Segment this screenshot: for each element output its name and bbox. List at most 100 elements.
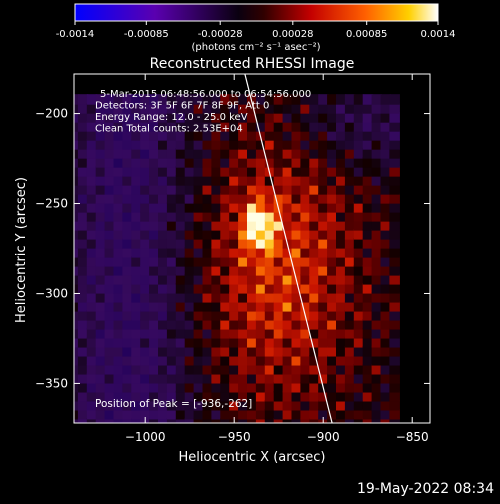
heatmap-cell <box>371 346 383 357</box>
heatmap-cell <box>282 94 294 105</box>
heatmap-cell <box>184 364 196 375</box>
heatmap-cell <box>193 319 205 330</box>
heatmap-cell <box>380 157 391 168</box>
heatmap-cell <box>389 400 400 411</box>
heatmap-cell <box>300 139 311 150</box>
heatmap-cell <box>336 265 347 276</box>
heatmap-cell <box>247 130 258 141</box>
heatmap-cell <box>86 184 98 195</box>
heatmap-cell <box>238 247 249 258</box>
heatmap-cell <box>318 103 329 114</box>
heatmap-cell <box>238 283 249 294</box>
heatmap-cell <box>371 103 383 114</box>
heatmap-cell <box>184 193 196 204</box>
heatmap-cell <box>158 301 169 312</box>
heatmap-cell <box>86 328 98 339</box>
heatmap-cell <box>74 103 80 114</box>
heatmap-cell <box>318 355 329 366</box>
heatmap-cell <box>327 112 338 123</box>
heatmap-cell <box>104 310 116 321</box>
timestamp-footer: 19-May-2022 08:34 <box>356 481 494 497</box>
heatmap-cell <box>193 193 205 204</box>
heatmap-cell <box>220 157 231 168</box>
heatmap-cell <box>300 373 311 384</box>
heatmap-cell <box>175 238 187 249</box>
heatmap-cell <box>175 373 187 384</box>
heatmap-cell <box>113 157 124 168</box>
heatmap-cell <box>327 238 338 249</box>
heatmap-cell <box>211 292 222 303</box>
heatmap-cell <box>291 166 302 177</box>
heatmap-cell <box>344 328 356 339</box>
heatmap-cell <box>380 103 391 114</box>
colorbar: -0.0014 -0.00085 -0.00028 0.00028 0.00085 0.0… <box>56 3 456 53</box>
heatmap-cell <box>158 346 169 357</box>
heatmap-cell <box>113 238 124 249</box>
heatmap-cell <box>273 337 285 348</box>
heatmap-cell <box>282 301 294 312</box>
heatmap-cell <box>229 148 240 159</box>
heatmap-cell <box>282 319 294 330</box>
heatmap-cell <box>202 346 213 357</box>
heatmap-cell <box>184 130 196 141</box>
heatmap-cell <box>247 166 258 177</box>
heatmap-cell <box>282 346 294 357</box>
heatmap-cell <box>238 202 249 213</box>
heatmap-cell <box>104 274 116 285</box>
heatmap-cell <box>309 310 320 321</box>
heatmap-cell <box>220 355 231 366</box>
heatmap-cell <box>353 337 365 348</box>
heatmap-cell <box>336 220 347 231</box>
heatmap-cell <box>140 310 151 321</box>
heatmap-cell <box>336 418 347 423</box>
heatmap-cell <box>193 364 205 375</box>
heatmap-cell <box>86 112 98 123</box>
heatmap-cell <box>318 148 329 159</box>
heatmap-cell <box>131 256 142 267</box>
heatmap-cell <box>140 220 151 231</box>
heatmap-cell <box>300 184 311 195</box>
heatmap-cell <box>327 355 338 366</box>
heatmap-cell <box>238 265 249 276</box>
heatmap-cell <box>238 211 249 222</box>
heatmap-cell <box>77 148 89 159</box>
heatmap-cell <box>86 337 98 348</box>
heatmap-cell <box>300 220 311 231</box>
heatmap-cell <box>229 94 240 105</box>
heatmap-cell <box>291 184 302 195</box>
heatmap-cell <box>336 391 347 402</box>
heatmap-cell <box>389 139 400 150</box>
heatmap-cell <box>77 157 89 168</box>
heatmap-cell <box>175 418 187 423</box>
heatmap-cell <box>353 310 365 321</box>
heatmap-cell <box>291 211 302 222</box>
heatmap-cell <box>273 355 285 366</box>
heatmap-cell <box>140 364 151 375</box>
heatmap-cell <box>327 310 338 321</box>
heatmap-cell <box>149 229 160 240</box>
heatmap-cell <box>74 130 80 141</box>
heatmap-cell <box>202 400 213 411</box>
heatmap-cell <box>247 112 258 123</box>
heatmap-cell <box>380 247 391 258</box>
heatmap-cell <box>211 319 222 330</box>
heatmap-cell <box>193 166 205 177</box>
heatmap-cell <box>309 382 320 393</box>
heatmap-cell <box>229 211 240 222</box>
heatmap-cell <box>255 301 267 312</box>
heatmap-cell <box>131 301 142 312</box>
heatmap-cell <box>362 175 374 186</box>
heatmap-cell <box>104 400 116 411</box>
heatmap-cell <box>353 103 365 114</box>
heatmap-cell <box>158 202 169 213</box>
heatmap-cell <box>362 112 374 123</box>
heatmap-cell <box>211 310 222 321</box>
heatmap-cell <box>140 157 151 168</box>
heatmap-cell <box>300 247 311 258</box>
heatmap-cell <box>336 103 347 114</box>
heatmap-cell <box>264 121 276 132</box>
heatmap-cell <box>140 139 151 150</box>
heatmap-cell <box>193 220 205 231</box>
heatmap-cell <box>291 112 302 123</box>
heatmap-cell <box>264 337 276 348</box>
